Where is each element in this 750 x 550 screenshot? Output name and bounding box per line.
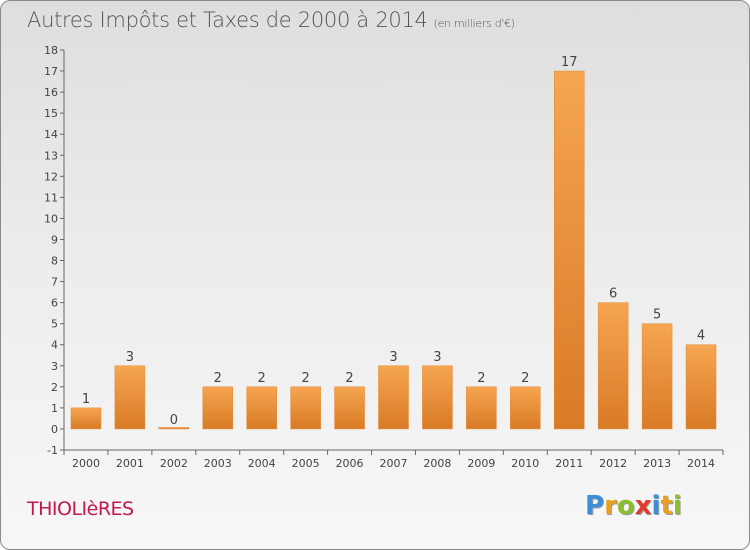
y-tick-label: 8 bbox=[51, 255, 58, 268]
x-tick-label: 2007 bbox=[380, 457, 408, 470]
y-tick-label: 12 bbox=[44, 170, 58, 183]
bar bbox=[290, 386, 321, 430]
x-tick-label: 2003 bbox=[204, 457, 232, 470]
bar bbox=[378, 365, 409, 430]
x-tick-label: 2000 bbox=[72, 457, 100, 470]
y-tick-label: 5 bbox=[51, 318, 58, 331]
x-tick-label: 2013 bbox=[643, 457, 671, 470]
y-tick-label: 6 bbox=[51, 297, 58, 310]
y-tick-label: 16 bbox=[44, 86, 58, 99]
y-tick-label: 2 bbox=[51, 381, 58, 394]
data-label: 17 bbox=[561, 55, 578, 70]
bar bbox=[641, 323, 673, 430]
bar bbox=[510, 386, 541, 430]
x-axis: 2000 2001 2002 2003 2004 2005 2006 2007 2008 2009… bbox=[63, 449, 724, 470]
x-tick-label: 2012 bbox=[599, 457, 627, 470]
bars bbox=[70, 70, 717, 430]
bar bbox=[553, 70, 585, 430]
y-tick-label: 17 bbox=[44, 65, 58, 78]
data-label: 4 bbox=[697, 329, 705, 344]
bar bbox=[70, 407, 102, 430]
logo-letter: t bbox=[660, 491, 673, 521]
x-tick-label: 2005 bbox=[292, 457, 320, 470]
x-tick-label: 2008 bbox=[423, 457, 451, 470]
commune-name: THIOLIèRES bbox=[27, 498, 134, 520]
y-tick-label: 1 bbox=[51, 402, 58, 415]
y-tick-label: 13 bbox=[44, 149, 58, 162]
bar bbox=[202, 386, 234, 430]
chart-title-text: Autres Impôts et Taxes de 2000 à 2014 bbox=[27, 8, 428, 32]
data-label: 2 bbox=[521, 371, 529, 386]
data-label: 3 bbox=[389, 350, 397, 365]
x-tick-label: 2014 bbox=[687, 457, 715, 470]
data-label: 3 bbox=[126, 350, 134, 365]
bar bbox=[422, 365, 453, 430]
y-tick-label: 10 bbox=[44, 212, 58, 225]
data-label: 2 bbox=[258, 371, 266, 386]
y-tick-label: 7 bbox=[51, 276, 58, 289]
logo-letter: o bbox=[616, 491, 635, 521]
bar bbox=[685, 344, 717, 430]
data-label: 2 bbox=[477, 371, 485, 386]
x-tick-label: 2001 bbox=[116, 457, 144, 470]
bar bbox=[334, 386, 365, 430]
logo-letter: x bbox=[634, 491, 652, 521]
x-tick-label: 2011 bbox=[555, 457, 583, 470]
logo-letter: i bbox=[672, 491, 682, 521]
y-tick-label: 14 bbox=[44, 128, 58, 141]
data-label: 0 bbox=[170, 413, 178, 428]
x-tick-label: 2010 bbox=[511, 457, 539, 470]
bar bbox=[114, 365, 146, 430]
x-tick-label: 2002 bbox=[160, 457, 188, 470]
bar bbox=[466, 386, 497, 430]
data-label: 5 bbox=[653, 308, 661, 323]
y-tick-label: 4 bbox=[51, 339, 58, 352]
y-tick-label: 3 bbox=[51, 360, 58, 373]
x-tick-label: 2006 bbox=[336, 457, 364, 470]
y-tick-label: 9 bbox=[51, 233, 58, 246]
bar bbox=[246, 386, 277, 430]
data-label: 2 bbox=[214, 371, 222, 386]
bar bbox=[597, 302, 629, 430]
data-label: 6 bbox=[609, 287, 617, 302]
y-tick-label: 0 bbox=[51, 423, 58, 436]
x-tick-label: 2009 bbox=[467, 457, 495, 470]
bar bbox=[158, 427, 190, 430]
logo-letter: r bbox=[604, 491, 617, 521]
logo-letter: P bbox=[585, 491, 605, 521]
y-tick-label: 18 bbox=[44, 44, 58, 57]
proxiti-logo: Proxiti bbox=[585, 491, 682, 521]
data-label: 3 bbox=[433, 350, 441, 365]
chart-title: Autres Impôts et Taxes de 2000 à 2014 (en… bbox=[27, 8, 515, 32]
y-tick-label: 15 bbox=[44, 107, 58, 120]
logo-letter: i bbox=[651, 491, 661, 521]
y-tick-label: -1 bbox=[47, 444, 58, 457]
y-tick-label: 11 bbox=[44, 191, 58, 204]
data-labels: 1 3 0 2 2 2 2 3 3 2 2 17 6 5 4 bbox=[82, 55, 705, 428]
data-label: 1 bbox=[82, 392, 90, 407]
chart-unit: (en milliers d'€) bbox=[433, 17, 515, 30]
x-tick-label: 2004 bbox=[248, 457, 276, 470]
data-label: 2 bbox=[301, 371, 309, 386]
data-label: 2 bbox=[345, 371, 353, 386]
